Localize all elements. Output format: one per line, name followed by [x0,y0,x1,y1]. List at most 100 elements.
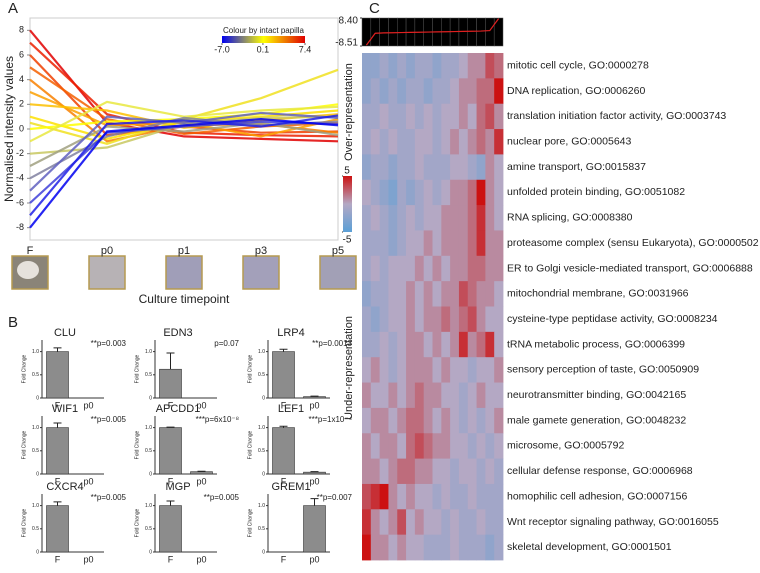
heatmap-cell [406,306,416,333]
heatmap-cell [406,281,416,307]
y-tick-label: 6 [19,49,24,59]
heatmap-cell [406,534,416,561]
heatmap-cell [450,281,460,307]
heatmap-cell [441,154,451,181]
heatmap-cell [450,78,460,105]
heatmap-cell [388,230,398,257]
series-line [29,100,339,143]
heatmap-cell [476,407,486,434]
profile-cell [370,17,380,47]
annotation: **p=0.005 [91,493,127,502]
heatmap-cell [423,255,433,282]
heatmap-cell [458,534,469,561]
x-tick-label: p0 [196,554,206,564]
heatmap-cell [370,407,381,434]
heatmap-cell [450,509,460,536]
y-tick-label: 0 [149,549,152,555]
row-label: skeletal development, GO:0001501 [507,541,672,553]
row-label: mitotic cell cycle, GO:0000278 [507,59,649,71]
heatmap-cell [441,230,451,257]
row-label: RNA splicing, GO:0008380 [507,212,633,224]
heatmap-cell [432,433,442,459]
y-tick-label: 1.0 [145,503,152,509]
heatmap-cell [458,255,469,282]
heatmap-cell [467,458,477,485]
heatmap-cell [450,483,460,510]
heatmap-cell [432,78,442,105]
x-tick-label: F [55,554,61,564]
heatmap-cell [450,458,460,485]
heatmap-cell [450,154,460,181]
thumbnail [242,255,280,290]
heatmap-cell [362,331,372,358]
heatmap-cell [458,331,469,358]
y-axis-title: Fold Change [247,430,253,459]
heatmap-cell [494,382,504,409]
heatmap-cell [432,509,442,536]
heatmap-cell [432,281,442,307]
chart-title: MGP [165,481,190,493]
heatmap-cell [467,483,477,510]
heatmap-cell [379,306,389,333]
series-line [29,116,339,180]
heatmap-cell [485,433,495,459]
heatmap-cell [494,281,504,307]
heatmap-cell [432,129,442,155]
heatmap-cell [450,129,460,155]
colorbar-tick-label: -7.0 [214,44,230,54]
heatmap-cell [388,407,398,434]
row-label: ER to Golgi vesicle-mediated transport, … [507,262,753,274]
heatmap-cell [379,382,389,409]
y-tick-label: 0.5 [258,372,265,378]
heatmap-cell [458,53,469,79]
heatmap-cell [370,255,381,282]
bar [159,368,182,399]
heatmap-cell [432,534,442,561]
heatmap-cell [423,458,433,485]
heatmap-cell [494,78,504,105]
heatmap-cell [441,357,451,383]
heatmap-cell [414,255,425,282]
bar [159,427,182,475]
bar [303,396,326,399]
heatmap-cell [370,357,381,383]
annotation: **p=0.005 [91,415,127,424]
x-tick-label: p0 [309,554,319,564]
heatmap-cell [388,483,398,510]
heatmap-cell [476,306,486,333]
y-axis-title: Normalised intensity values [2,56,16,202]
heatmap-cell [379,78,389,105]
error-bar [53,347,62,352]
heatmap-cell [370,331,381,358]
heatmap-cell [406,407,416,434]
x-tick-label: F [281,400,287,410]
heatmap-cell [476,509,486,536]
x-tick-label: F [27,245,34,257]
heatmap-cell [370,306,381,333]
heatmap-cell [397,483,407,510]
error-bar [279,348,288,352]
heatmap-cell [406,103,416,130]
y-axis-title: Fold Change [21,354,27,383]
x-tick-label: p0 [83,476,93,486]
heatmap-cell [423,129,433,155]
bar [190,471,213,475]
annotation: p=0.07 [214,339,239,348]
heatmap-cell [362,179,372,206]
heatmap-cell [494,205,504,231]
y-tick-label: 0 [36,395,39,401]
heatmap-cell [414,433,425,459]
chart-title: LEF1 [278,403,304,415]
heatmap-cell [476,78,486,105]
heatmap-cell [432,306,442,333]
heatmap-cell [485,255,495,282]
heatmap-cell [379,509,389,536]
y-tick-label: 1.0 [32,503,39,509]
x-tick-label: F [55,400,61,410]
heatmap-cell [467,509,477,536]
heatmap-cell [414,458,425,485]
heatmap-cell [494,255,504,282]
x-tick-label: F [168,476,174,486]
heatmap-cell [467,78,477,105]
row-label: male gamete generation, GO:0048232 [507,414,686,426]
